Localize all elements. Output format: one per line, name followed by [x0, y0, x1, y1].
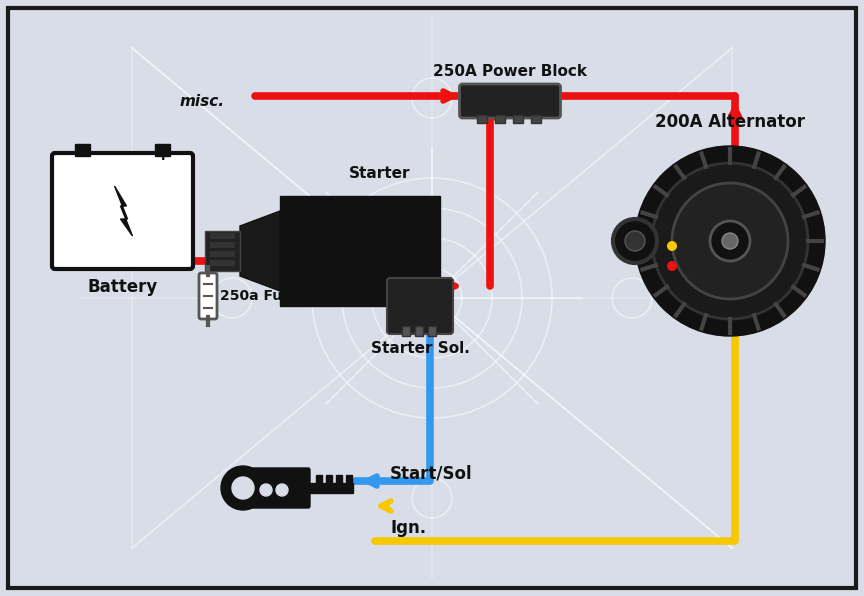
Text: Battery: Battery: [87, 278, 157, 296]
Circle shape: [672, 183, 788, 299]
Bar: [415, 326, 423, 336]
Polygon shape: [115, 186, 132, 236]
Circle shape: [710, 221, 750, 261]
Bar: [428, 326, 436, 336]
Bar: [205, 231, 240, 271]
Text: −: −: [75, 145, 92, 164]
Circle shape: [276, 484, 288, 496]
FancyBboxPatch shape: [52, 153, 193, 269]
Bar: [210, 251, 235, 257]
Text: Ign.: Ign.: [390, 519, 426, 537]
FancyBboxPatch shape: [460, 84, 561, 118]
Bar: [326, 475, 332, 483]
Circle shape: [667, 241, 677, 251]
Bar: [308, 483, 353, 493]
Bar: [495, 115, 505, 123]
Text: 200A Alternator: 200A Alternator: [655, 113, 805, 131]
Circle shape: [722, 233, 738, 249]
Bar: [316, 475, 322, 483]
Bar: [531, 115, 541, 123]
FancyBboxPatch shape: [251, 468, 310, 508]
Bar: [280, 196, 440, 306]
Text: +: +: [155, 145, 171, 164]
Text: 250a Fuse: 250a Fuse: [220, 289, 300, 303]
Polygon shape: [240, 211, 280, 291]
Bar: [477, 115, 487, 123]
Circle shape: [635, 146, 825, 336]
Circle shape: [667, 261, 677, 271]
Bar: [346, 475, 352, 483]
Bar: [336, 475, 342, 483]
Circle shape: [221, 466, 265, 510]
Circle shape: [613, 219, 657, 263]
Bar: [210, 242, 235, 248]
Text: Starter Sol.: Starter Sol.: [371, 341, 469, 356]
Circle shape: [652, 163, 808, 319]
Text: 250A Power Block: 250A Power Block: [433, 64, 587, 79]
Bar: [210, 260, 235, 266]
Text: misc.: misc.: [180, 94, 225, 108]
Circle shape: [260, 484, 272, 496]
Bar: [155, 144, 170, 156]
Bar: [402, 326, 410, 336]
Bar: [513, 115, 523, 123]
Bar: [210, 233, 235, 239]
Text: Starter: Starter: [349, 166, 410, 181]
Circle shape: [625, 231, 645, 251]
Bar: [75, 144, 90, 156]
Circle shape: [232, 477, 254, 499]
FancyBboxPatch shape: [199, 273, 217, 319]
FancyBboxPatch shape: [387, 278, 453, 334]
Text: Start/Sol: Start/Sol: [390, 464, 473, 482]
